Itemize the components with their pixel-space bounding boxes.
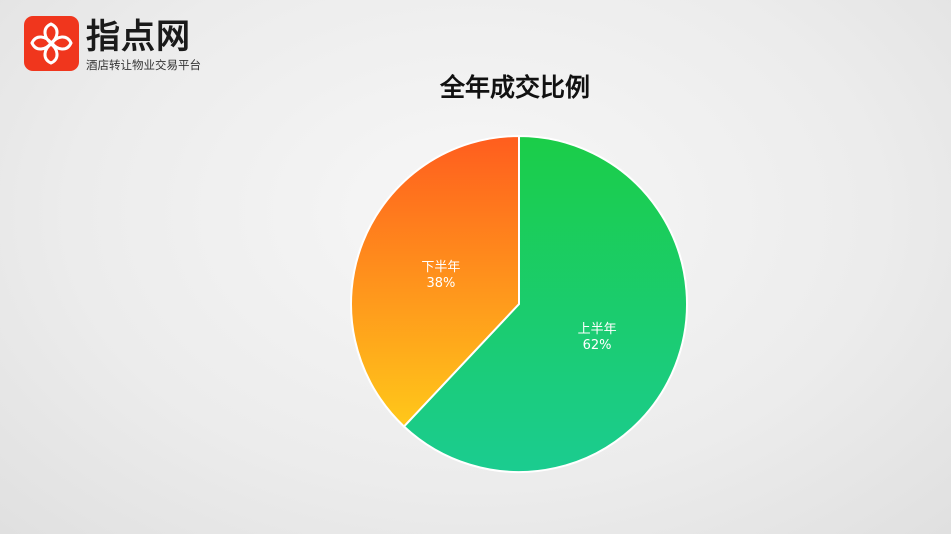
slice-percent-label: 38% [426, 276, 455, 291]
pie-slice-2 [350, 134, 520, 428]
logo: 指点网 酒店转让物业交易平台 [24, 16, 224, 76]
logo-icon [24, 16, 79, 71]
slice-category-label: 上半年 [578, 322, 617, 337]
slice-category-label: 下半年 [421, 260, 460, 275]
slice-percent-label: 62% [583, 338, 612, 353]
chart-title: 全年成交比例 [439, 73, 590, 102]
logo-name: 指点网 [86, 17, 191, 57]
pie-slice-1 [402, 134, 688, 473]
logo-tagline: 酒店转让物业交易平台 [86, 58, 201, 72]
